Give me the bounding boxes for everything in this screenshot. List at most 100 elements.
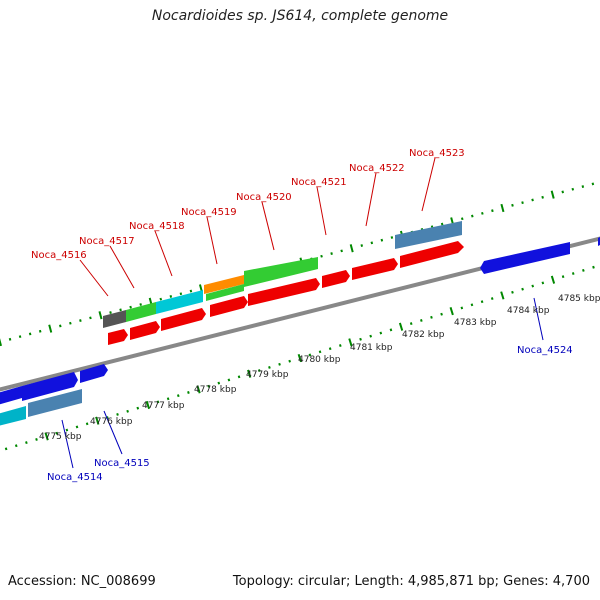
minor-tick bbox=[480, 300, 484, 304]
minor-tick bbox=[166, 397, 170, 401]
minor-tick bbox=[159, 297, 163, 301]
minor-tick bbox=[169, 295, 173, 298]
minor-tick bbox=[390, 236, 394, 239]
major-tick bbox=[550, 275, 556, 284]
minor-tick bbox=[227, 378, 231, 382]
minor-tick bbox=[156, 400, 160, 404]
minor-tick bbox=[460, 217, 464, 221]
scale-label: 4779 kbp bbox=[246, 370, 289, 380]
feature-block[interactable] bbox=[22, 372, 78, 401]
gene-label-noca-4524[interactable]: Noca_4524 bbox=[517, 345, 573, 356]
gene-label-noca-4523[interactable]: Noca_4523 bbox=[409, 148, 465, 159]
gene-label-noca-4519[interactable]: Noca_4519 bbox=[181, 207, 237, 218]
minor-tick bbox=[288, 359, 291, 363]
gene-label-noca-4521[interactable]: Noca_4521 bbox=[291, 177, 347, 188]
major-tick bbox=[349, 244, 354, 253]
major-tick bbox=[500, 203, 505, 213]
minor-tick bbox=[268, 366, 271, 369]
feature-block[interactable] bbox=[28, 389, 82, 417]
minor-tick bbox=[217, 381, 221, 385]
feature-block[interactable] bbox=[206, 284, 244, 301]
scale-label: 4784 kbp bbox=[507, 306, 550, 316]
cds-arrow[interactable] bbox=[130, 321, 160, 340]
gene-label-noca-4522[interactable]: Noca_4522 bbox=[349, 163, 405, 174]
cds-arrow[interactable] bbox=[108, 329, 128, 345]
minor-tick bbox=[179, 292, 183, 296]
scale-label: 4782 kbp bbox=[402, 330, 445, 340]
minor-tick bbox=[369, 334, 373, 338]
feature-block[interactable] bbox=[395, 221, 462, 249]
minor-tick bbox=[189, 289, 193, 293]
minor-tick bbox=[380, 238, 384, 242]
minor-tick bbox=[511, 203, 514, 207]
feature-block[interactable] bbox=[103, 310, 126, 328]
cds-arrow[interactable] bbox=[210, 296, 248, 317]
cds-arrow[interactable] bbox=[248, 278, 320, 306]
minor-tick bbox=[511, 290, 514, 294]
gene-label-noca-4520[interactable]: Noca_4520 bbox=[236, 192, 292, 203]
minor-tick bbox=[14, 444, 18, 448]
minor-tick bbox=[278, 362, 281, 366]
minor-tick bbox=[85, 422, 89, 426]
minor-tick bbox=[409, 322, 413, 326]
gene-label-noca-4516[interactable]: Noca_4516 bbox=[31, 250, 87, 261]
minor-tick bbox=[360, 244, 364, 247]
feature-block[interactable] bbox=[244, 257, 318, 287]
minor-tick bbox=[521, 201, 524, 205]
feature-block[interactable] bbox=[0, 406, 26, 428]
minor-tick bbox=[582, 268, 585, 272]
minor-tick bbox=[571, 272, 575, 275]
major-tick bbox=[247, 369, 252, 378]
minor-tick bbox=[237, 375, 241, 379]
gene-label-noca-4515[interactable]: Noca_4515 bbox=[94, 458, 150, 469]
reverse-gene-labels: Noca_4514 Noca_4515 Noca_4524 bbox=[47, 297, 573, 483]
gene-label-noca-4517[interactable]: Noca_4517 bbox=[79, 236, 135, 247]
cds-arrow[interactable] bbox=[322, 270, 350, 288]
minor-tick bbox=[440, 222, 444, 226]
minor-tick bbox=[328, 347, 332, 351]
feature-block[interactable] bbox=[204, 275, 244, 294]
minor-tick bbox=[481, 211, 484, 215]
minor-tick bbox=[571, 187, 575, 191]
feature-block[interactable] bbox=[126, 302, 156, 322]
minor-tick bbox=[471, 214, 474, 218]
minor-tick bbox=[531, 284, 535, 288]
minor-tick bbox=[308, 353, 312, 357]
minor-tick bbox=[55, 431, 59, 435]
scale-label: 4781 kbp bbox=[350, 343, 393, 353]
feature-block[interactable] bbox=[80, 364, 108, 383]
minor-tick bbox=[591, 182, 595, 186]
scale-label: 4776 kbp bbox=[90, 417, 133, 427]
scale-label: 4780 kbp bbox=[298, 355, 341, 365]
cds-arrow[interactable] bbox=[400, 241, 464, 268]
feature-block[interactable] bbox=[156, 290, 203, 314]
minor-tick bbox=[359, 337, 362, 341]
major-tick bbox=[500, 291, 505, 300]
accession-label: Accession: NC_008699 bbox=[8, 574, 156, 589]
minor-tick bbox=[460, 306, 464, 310]
major-tick bbox=[398, 322, 404, 331]
minor-tick bbox=[592, 265, 595, 269]
major-tick bbox=[98, 311, 103, 320]
minor-tick bbox=[79, 319, 82, 322]
cds-arrow[interactable] bbox=[480, 242, 570, 274]
minor-tick bbox=[139, 303, 142, 306]
feature-block[interactable] bbox=[0, 386, 22, 407]
scale-label: 4775 kbp bbox=[39, 432, 82, 442]
minor-tick bbox=[470, 303, 474, 307]
minor-tick bbox=[330, 252, 333, 255]
minor-tick bbox=[340, 249, 343, 253]
cds-arrow[interactable] bbox=[352, 258, 398, 280]
gene-label-noca-4518[interactable]: Noca_4518 bbox=[129, 221, 185, 232]
minor-tick bbox=[38, 329, 42, 333]
minor-tick bbox=[109, 311, 112, 314]
cds-arrow[interactable] bbox=[161, 308, 206, 331]
forward-gene-labels: Noca_4516 Noca_4517 Noca_4518 Noca_4519 … bbox=[31, 148, 465, 297]
lower-tick-track bbox=[4, 265, 595, 451]
minor-tick bbox=[379, 331, 383, 335]
minor-tick bbox=[136, 406, 140, 410]
minor-tick bbox=[25, 441, 28, 445]
minor-tick bbox=[541, 195, 544, 199]
gene-label-noca-4514[interactable]: Noca_4514 bbox=[47, 472, 103, 483]
